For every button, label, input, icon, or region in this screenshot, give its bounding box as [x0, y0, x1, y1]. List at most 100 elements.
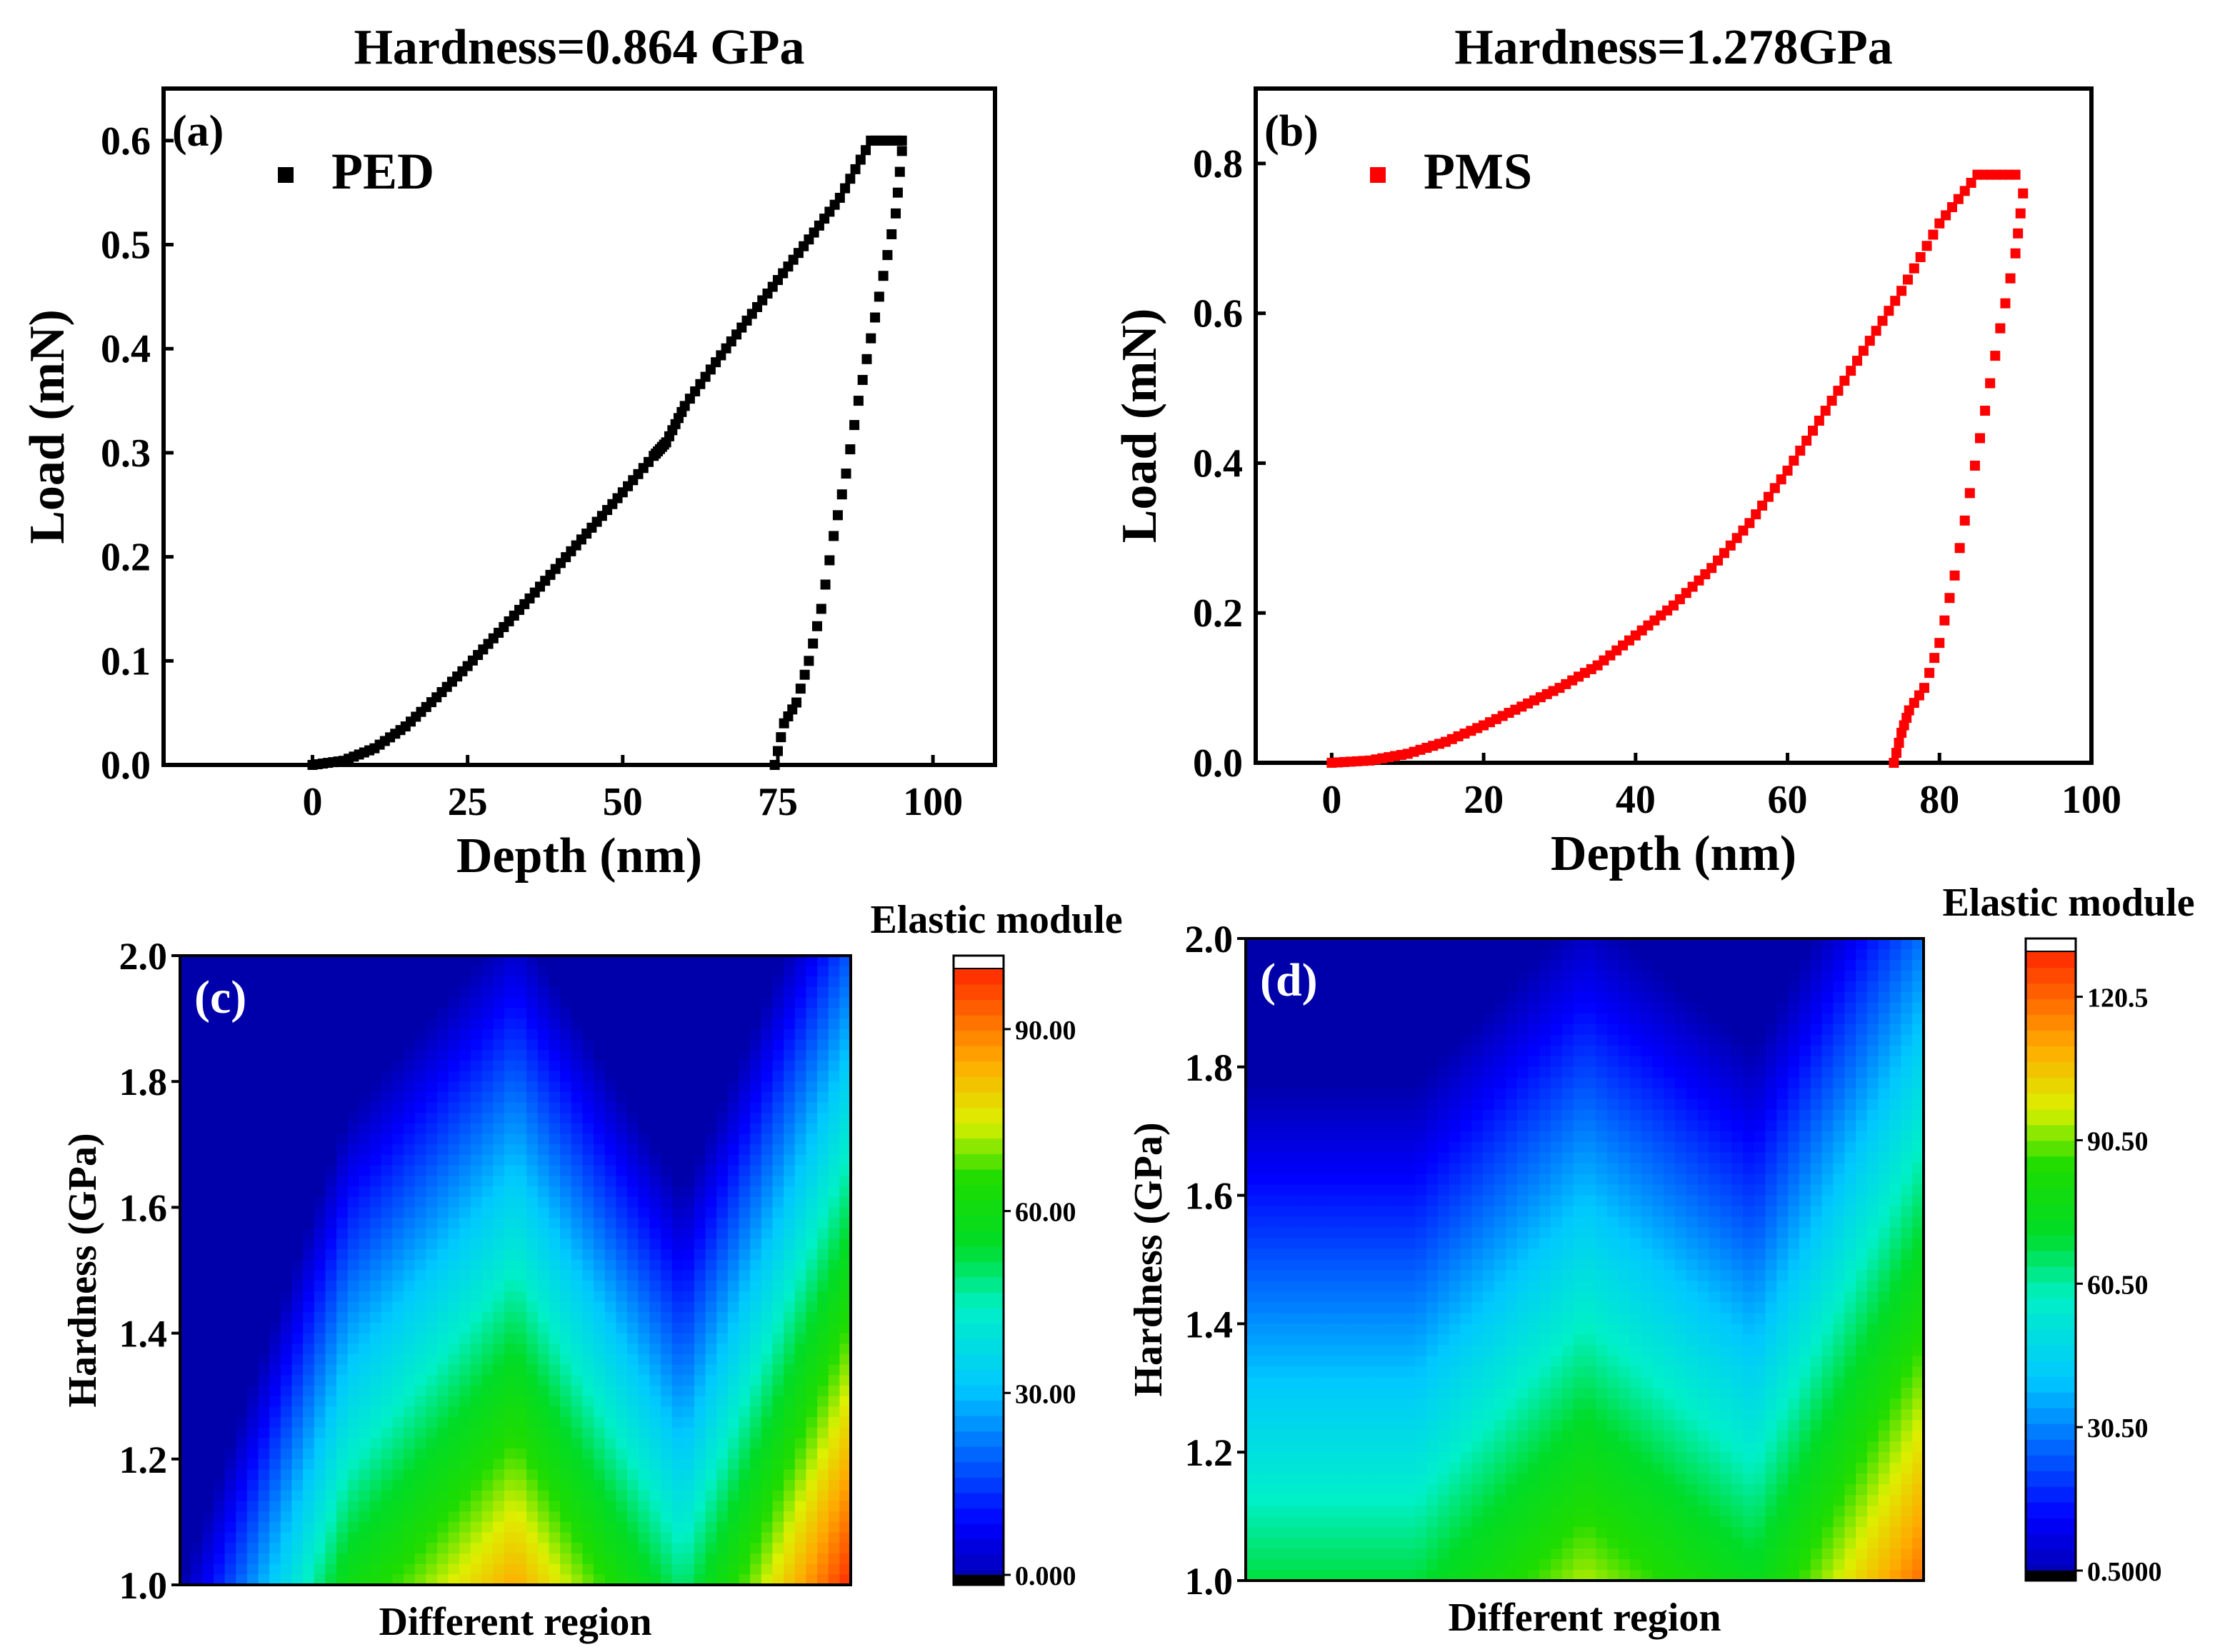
heatmap-cell	[1246, 1366, 1258, 1378]
heatmap-cell	[436, 1144, 449, 1156]
heatmap-cell	[180, 1406, 192, 1418]
heatmap-cell	[224, 1375, 237, 1387]
heatmap-cell	[191, 1480, 204, 1491]
heatmap-cell	[649, 1427, 661, 1439]
heatmap-cell	[1279, 1506, 1292, 1518]
heatmap-cell	[191, 1427, 204, 1439]
heatmap-cell	[1359, 1002, 1371, 1014]
heatmap-cell	[459, 1186, 471, 1198]
heatmap-cell	[1246, 1034, 1258, 1046]
heatmap-cell	[404, 1490, 416, 1502]
heatmap-cell	[515, 1291, 528, 1303]
heatmap-cell	[761, 1270, 774, 1282]
heatmap-cell	[436, 1364, 449, 1376]
heatmap-cell	[459, 1448, 471, 1460]
heatmap-cell	[504, 1281, 516, 1292]
heatmap-cell	[817, 987, 829, 998]
heatmap-cell	[303, 1574, 315, 1586]
heatmap-cell	[448, 1207, 461, 1219]
heatmap-cell	[638, 1375, 651, 1387]
heatmap-cell	[772, 1301, 785, 1313]
heatmap-cell	[1268, 1184, 1281, 1196]
heatmap-cell	[303, 1018, 315, 1030]
heatmap-cell	[236, 1071, 248, 1083]
heatmap-cell	[246, 987, 259, 998]
heatmap-cell	[638, 1123, 651, 1135]
heatmap-cell	[716, 1091, 729, 1103]
heatmap-cell	[202, 1438, 214, 1450]
heatmap-cell	[1246, 1195, 1258, 1207]
heatmap-cell	[347, 1501, 360, 1513]
heatmap-cell	[336, 1448, 349, 1460]
heatmap-cell	[1426, 938, 1439, 950]
unloading-point	[849, 420, 860, 431]
heatmap-cell	[436, 1133, 449, 1146]
heatmap-cell	[481, 1553, 494, 1565]
heatmap-cell	[269, 1301, 281, 1313]
heatmap-cell	[839, 1081, 851, 1093]
y-tick-label: 0.2	[1193, 591, 1243, 636]
heatmap-cell	[604, 1259, 617, 1271]
heatmap-cell	[481, 1406, 494, 1418]
heatmap-cell	[683, 1176, 695, 1188]
heatmap-cell	[705, 1364, 718, 1376]
heatmap-cell	[224, 1438, 237, 1450]
heatmap-cell	[180, 1543, 192, 1554]
heatmap-cell	[224, 1071, 237, 1083]
heatmap-cell	[1347, 1356, 1360, 1368]
heatmap-cell	[784, 1427, 796, 1439]
heatmap-cell	[594, 1543, 606, 1554]
heatmap-cell	[359, 1386, 371, 1397]
heatmap-cell	[392, 1396, 404, 1408]
heatmap-cell	[784, 956, 796, 967]
heatmap-cell	[794, 1353, 807, 1366]
heatmap-cell	[839, 1176, 851, 1188]
heatmap-cell	[526, 1060, 539, 1072]
heatmap-cell	[1246, 991, 1258, 1003]
heatmap-cell	[1359, 1238, 1371, 1250]
heatmap-cell	[794, 1532, 807, 1544]
heatmap-cell	[660, 1091, 673, 1103]
heatmap-cell	[1279, 981, 1292, 993]
heatmap-cell	[806, 1521, 819, 1533]
heatmap-cell	[627, 966, 639, 978]
colorbar-segment	[954, 1184, 1004, 1201]
heatmap-cell	[470, 1543, 483, 1554]
heatmap-cell	[1268, 1538, 1281, 1550]
heatmap-cell	[381, 976, 394, 988]
heatmap-cell	[727, 1196, 740, 1208]
heatmap-cell	[571, 1154, 584, 1166]
heatmap-cell	[683, 1259, 695, 1271]
heatmap-cell	[571, 1333, 584, 1345]
heatmap-cell	[325, 987, 338, 998]
heatmap-cell	[381, 1312, 394, 1323]
heatmap-cell	[582, 1312, 595, 1323]
heatmap-cell	[627, 1458, 639, 1471]
heatmap-cell	[1415, 1066, 1428, 1078]
heatmap-cell	[180, 1154, 192, 1166]
heatmap-cell	[359, 1396, 371, 1408]
heatmap-cell	[436, 1071, 449, 1083]
heatmap-cell	[404, 1333, 416, 1345]
heatmap-cell	[750, 1406, 762, 1418]
heatmap-cell	[381, 1144, 394, 1156]
heatmap-cell	[392, 1050, 404, 1061]
heatmap-cell	[549, 1386, 561, 1397]
heatmap-cell	[526, 1312, 539, 1323]
heatmap-cell	[761, 1353, 774, 1366]
heatmap-cell	[370, 1553, 382, 1565]
heatmap-cell	[739, 1406, 751, 1418]
heatmap-cell	[470, 1396, 483, 1408]
heatmap-cell	[504, 1490, 516, 1502]
heatmap-cell	[347, 1563, 360, 1576]
heatmap-cell	[404, 1060, 416, 1072]
heatmap-cell	[1313, 1206, 1326, 1218]
heatmap-cell	[560, 1281, 572, 1292]
heatmap-cell	[549, 1448, 561, 1460]
heatmap-cell	[705, 1249, 718, 1261]
heatmap-cell	[1324, 981, 1337, 993]
heatmap-cell	[515, 1396, 528, 1408]
heatmap-cell	[739, 1028, 751, 1041]
heatmap-cell	[236, 1480, 248, 1491]
heatmap-cell	[1324, 1313, 1337, 1325]
